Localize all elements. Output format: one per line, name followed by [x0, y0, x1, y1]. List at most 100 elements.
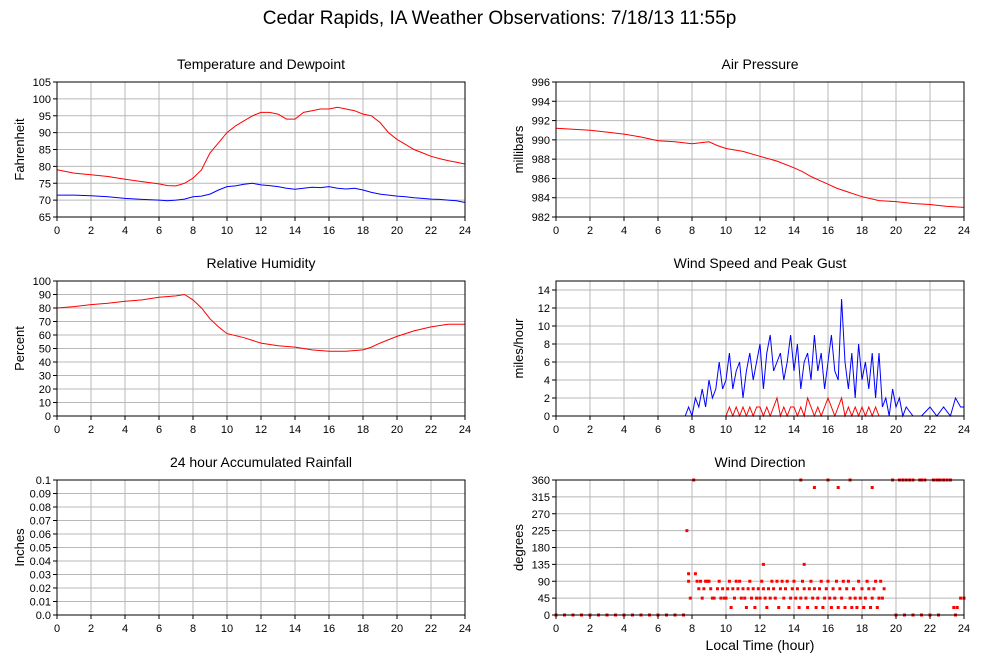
data-point — [812, 587, 816, 591]
x-tick-label: 20 — [890, 225, 902, 237]
x-tick-label: 24 — [459, 424, 471, 436]
x-tick-label: 14 — [289, 623, 301, 635]
data-point — [751, 587, 755, 591]
y-tick-label: 984 — [532, 193, 550, 205]
x-tick-label: 6 — [655, 623, 661, 635]
y-tick-label: 10 — [538, 321, 550, 333]
x-tick-label: 12 — [255, 225, 267, 237]
data-point — [789, 596, 793, 600]
y-axis-label: Fahrenheit — [12, 118, 27, 181]
data-point — [823, 596, 827, 600]
x-tick-label: 6 — [156, 225, 162, 237]
y-tick-label: 0.06 — [30, 529, 51, 541]
x-tick-label: 4 — [122, 623, 128, 635]
data-point — [870, 486, 874, 489]
data-point — [685, 529, 689, 533]
data-point — [795, 587, 799, 591]
data-point — [734, 579, 738, 583]
chart-rain: 0 2 4 6 8 10 12 14 16 18 20 22 240.00.010.020.030.04… — [12, 454, 471, 635]
x-tick-label: 6 — [655, 225, 661, 237]
data-point — [775, 579, 779, 583]
chart-title: Temperature and Dewpoint — [177, 56, 345, 72]
y-tick-label: 65 — [39, 212, 51, 224]
x-tick-label: 24 — [459, 225, 471, 237]
y-tick-label: 135 — [532, 559, 550, 571]
y-tick-label: 360 — [532, 475, 550, 487]
data-point — [693, 572, 697, 576]
data-point — [748, 579, 752, 583]
data-point — [855, 606, 859, 609]
y-tick-label: 90 — [538, 576, 550, 588]
data-point — [880, 596, 884, 600]
y-tick-label: 986 — [532, 173, 550, 185]
x-tick-label: 22 — [924, 623, 936, 635]
y-tick-label: 50 — [39, 344, 51, 356]
data-point — [816, 596, 820, 600]
chart-title: Air Pressure — [721, 56, 798, 72]
data-point — [794, 596, 798, 600]
data-point — [717, 579, 721, 583]
series-line — [556, 298, 964, 418]
data-point — [722, 596, 726, 600]
y-tick-label: 30 — [39, 371, 51, 383]
chart-temp: 0 2 4 6 8 10 12 14 16 18 20 22 246570758085909510010… — [12, 56, 471, 237]
y-tick-label: 992 — [532, 116, 550, 128]
data-point — [804, 596, 808, 600]
data-point — [799, 596, 803, 600]
y-tick-label: 90 — [39, 128, 51, 140]
x-tick-label: 16 — [822, 623, 834, 635]
data-point — [879, 579, 883, 583]
x-tick-label: 8 — [190, 424, 196, 436]
x-tick-label: 18 — [357, 623, 369, 635]
x-tick-label: 20 — [890, 623, 902, 635]
x-tick-label: 0 — [553, 424, 559, 436]
y-axis-label: Inches — [12, 528, 27, 567]
x-tick-label: 10 — [720, 225, 732, 237]
data-point — [872, 587, 876, 591]
data-point — [846, 579, 850, 583]
y-tick-label: 60 — [39, 330, 51, 342]
y-tick-label: 6 — [544, 357, 550, 369]
data-point — [836, 486, 840, 489]
data-point — [704, 579, 708, 583]
x-tick-label: 2 — [88, 623, 94, 635]
data-point — [729, 606, 733, 609]
x-tick-label: 18 — [856, 623, 868, 635]
x-axis-label: Local Time (hour) — [706, 637, 815, 653]
data-point — [768, 596, 772, 600]
data-point — [865, 579, 869, 583]
data-point — [719, 596, 723, 600]
data-point — [726, 587, 730, 591]
x-tick-label: 10 — [221, 623, 233, 635]
x-tick-label: 16 — [822, 424, 834, 436]
y-tick-label: 0.09 — [30, 489, 51, 501]
y-tick-label: 225 — [532, 526, 550, 538]
data-point — [858, 596, 862, 600]
data-point — [756, 587, 760, 591]
data-point — [773, 596, 777, 600]
x-tick-label: 10 — [720, 424, 732, 436]
y-tick-label: 4 — [544, 375, 550, 387]
y-tick-label: 0.02 — [30, 583, 51, 595]
data-point — [882, 587, 886, 591]
x-tick-label: 4 — [122, 424, 128, 436]
x-tick-label: 4 — [621, 225, 627, 237]
data-point — [739, 596, 743, 600]
data-point — [959, 596, 963, 600]
y-tick-label: 100 — [33, 94, 51, 106]
data-point — [763, 596, 767, 600]
x-tick-label: 20 — [890, 424, 902, 436]
data-point — [835, 579, 838, 583]
data-point — [687, 572, 691, 576]
x-tick-label: 12 — [754, 424, 766, 436]
x-tick-label: 18 — [856, 424, 868, 436]
data-point — [746, 587, 750, 591]
x-tick-label: 0 — [553, 623, 559, 635]
x-tick-label: 22 — [425, 623, 437, 635]
data-point — [767, 587, 770, 591]
x-tick-label: 12 — [754, 225, 766, 237]
y-tick-label: 20 — [39, 384, 51, 396]
y-tick-label: 85 — [39, 145, 51, 157]
chart-humidity: 0 2 4 6 8 10 12 14 16 18 20 22 240102030405060708090… — [12, 255, 471, 436]
data-point — [787, 606, 791, 609]
